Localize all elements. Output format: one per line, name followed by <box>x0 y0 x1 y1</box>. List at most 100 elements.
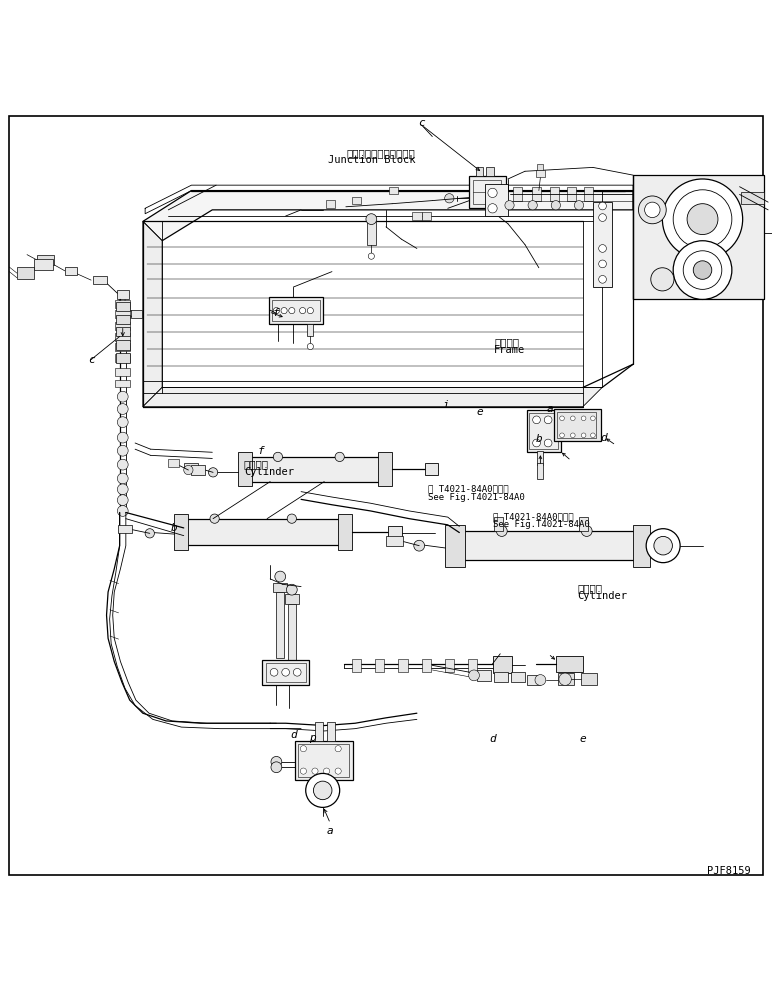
Bar <box>473 179 501 204</box>
Circle shape <box>528 200 537 210</box>
Text: See Fig.T4021-84A0: See Fig.T4021-84A0 <box>428 493 525 501</box>
Circle shape <box>591 433 595 438</box>
Text: 第 T4021-84A0図参照: 第 T4021-84A0図参照 <box>493 512 573 521</box>
Circle shape <box>312 768 318 774</box>
Circle shape <box>117 403 128 414</box>
Circle shape <box>445 193 454 203</box>
Circle shape <box>281 307 287 314</box>
Text: シリンダ: シリンダ <box>577 583 602 594</box>
Bar <box>116 327 130 337</box>
Bar <box>532 186 541 200</box>
Text: c: c <box>88 355 94 365</box>
Circle shape <box>306 773 340 808</box>
Text: b: b <box>536 434 542 444</box>
Bar <box>375 659 384 672</box>
Circle shape <box>662 179 743 260</box>
Bar <box>191 465 205 476</box>
Bar <box>307 324 313 337</box>
Circle shape <box>591 416 595 420</box>
Circle shape <box>414 540 425 551</box>
Circle shape <box>533 439 540 447</box>
Bar <box>398 659 408 672</box>
Bar <box>238 452 252 487</box>
Circle shape <box>581 416 586 420</box>
Circle shape <box>184 466 193 475</box>
Bar <box>513 186 522 200</box>
Circle shape <box>533 416 540 424</box>
Bar <box>527 675 540 686</box>
Text: b: b <box>171 523 177 533</box>
Bar <box>65 267 77 275</box>
Bar <box>593 202 612 287</box>
Circle shape <box>581 433 586 438</box>
Bar <box>469 175 506 208</box>
Bar <box>266 663 306 683</box>
Circle shape <box>286 585 297 595</box>
Circle shape <box>335 745 341 752</box>
Polygon shape <box>143 190 633 241</box>
Bar <box>445 525 465 567</box>
Bar <box>34 260 53 271</box>
Bar <box>537 451 543 465</box>
Circle shape <box>117 484 128 495</box>
Bar <box>388 525 402 538</box>
Bar <box>493 656 512 673</box>
Bar <box>298 744 349 777</box>
Text: Frame: Frame <box>494 346 525 356</box>
Bar <box>633 525 650 567</box>
Text: d: d <box>489 733 496 743</box>
Bar <box>367 221 376 245</box>
Bar <box>338 514 352 550</box>
Circle shape <box>559 673 571 686</box>
Circle shape <box>560 416 564 420</box>
Text: e: e <box>580 733 586 743</box>
Circle shape <box>271 756 282 767</box>
Circle shape <box>366 214 377 225</box>
Circle shape <box>293 668 301 676</box>
Bar <box>262 660 309 685</box>
Bar <box>529 413 558 449</box>
Bar <box>422 212 431 220</box>
Bar <box>527 410 561 452</box>
Circle shape <box>210 514 219 523</box>
Circle shape <box>683 251 722 289</box>
Bar <box>445 659 454 672</box>
Bar <box>476 166 483 175</box>
Circle shape <box>300 768 306 774</box>
Bar <box>295 741 353 780</box>
Text: d: d <box>601 433 607 443</box>
Circle shape <box>289 307 295 314</box>
Circle shape <box>323 768 330 774</box>
Bar <box>386 536 403 546</box>
Bar <box>633 175 764 298</box>
Bar <box>17 267 34 279</box>
Circle shape <box>275 571 286 582</box>
Text: d: d <box>290 729 296 740</box>
Text: See Fig.T4021-84A0: See Fig.T4021-84A0 <box>493 520 589 529</box>
Bar <box>327 721 335 741</box>
Circle shape <box>505 200 514 210</box>
Text: フレーム: フレーム <box>494 338 519 348</box>
Bar <box>276 592 284 658</box>
Bar <box>115 333 130 341</box>
Text: c: c <box>418 118 425 128</box>
Circle shape <box>599 214 607 221</box>
Text: Cylinder: Cylinder <box>244 468 294 478</box>
Bar <box>485 183 508 216</box>
Circle shape <box>560 433 564 438</box>
Bar <box>567 186 576 200</box>
Bar <box>115 310 130 318</box>
Bar <box>272 300 320 321</box>
Circle shape <box>117 391 128 402</box>
Circle shape <box>673 241 732 299</box>
Text: Junction Block: Junction Block <box>328 156 415 165</box>
Bar <box>115 322 130 330</box>
Text: i: i <box>443 400 449 410</box>
Circle shape <box>208 468 218 477</box>
Bar <box>511 672 525 683</box>
Bar <box>247 457 382 482</box>
Bar <box>389 186 398 194</box>
Bar <box>477 670 491 681</box>
Circle shape <box>300 745 306 752</box>
Circle shape <box>599 275 607 283</box>
